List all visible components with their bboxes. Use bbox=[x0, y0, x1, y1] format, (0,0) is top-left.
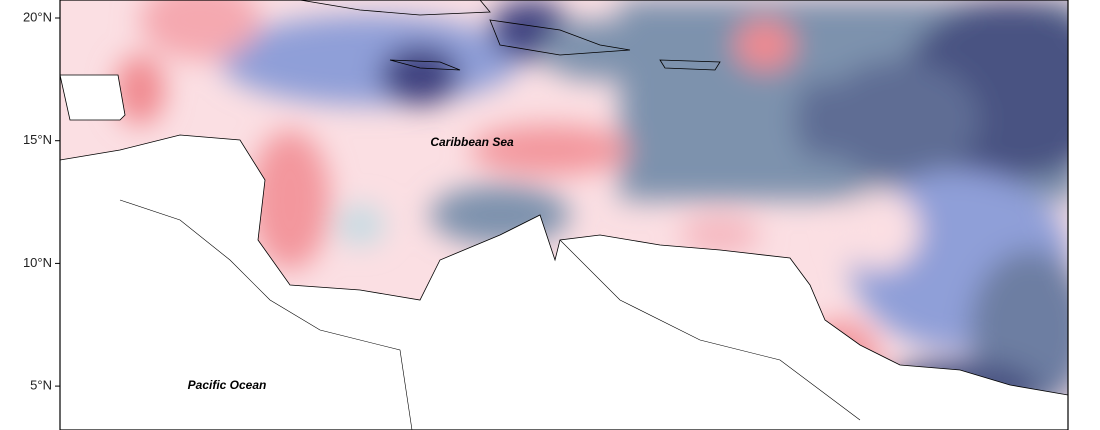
lat-label: 5°N bbox=[30, 378, 52, 393]
anomaly-field bbox=[60, 0, 1068, 430]
sea-label: Pacific Ocean bbox=[188, 378, 267, 392]
map-frame bbox=[59, 0, 1069, 430]
lat-label: 10°N bbox=[23, 255, 52, 270]
sea-label: Caribbean Sea bbox=[430, 135, 514, 149]
lat-label: 15°N bbox=[23, 132, 52, 147]
lat-axis: 20°N 15°N 10°N 5°N bbox=[23, 9, 60, 393]
lat-label: 20°N bbox=[23, 9, 52, 24]
